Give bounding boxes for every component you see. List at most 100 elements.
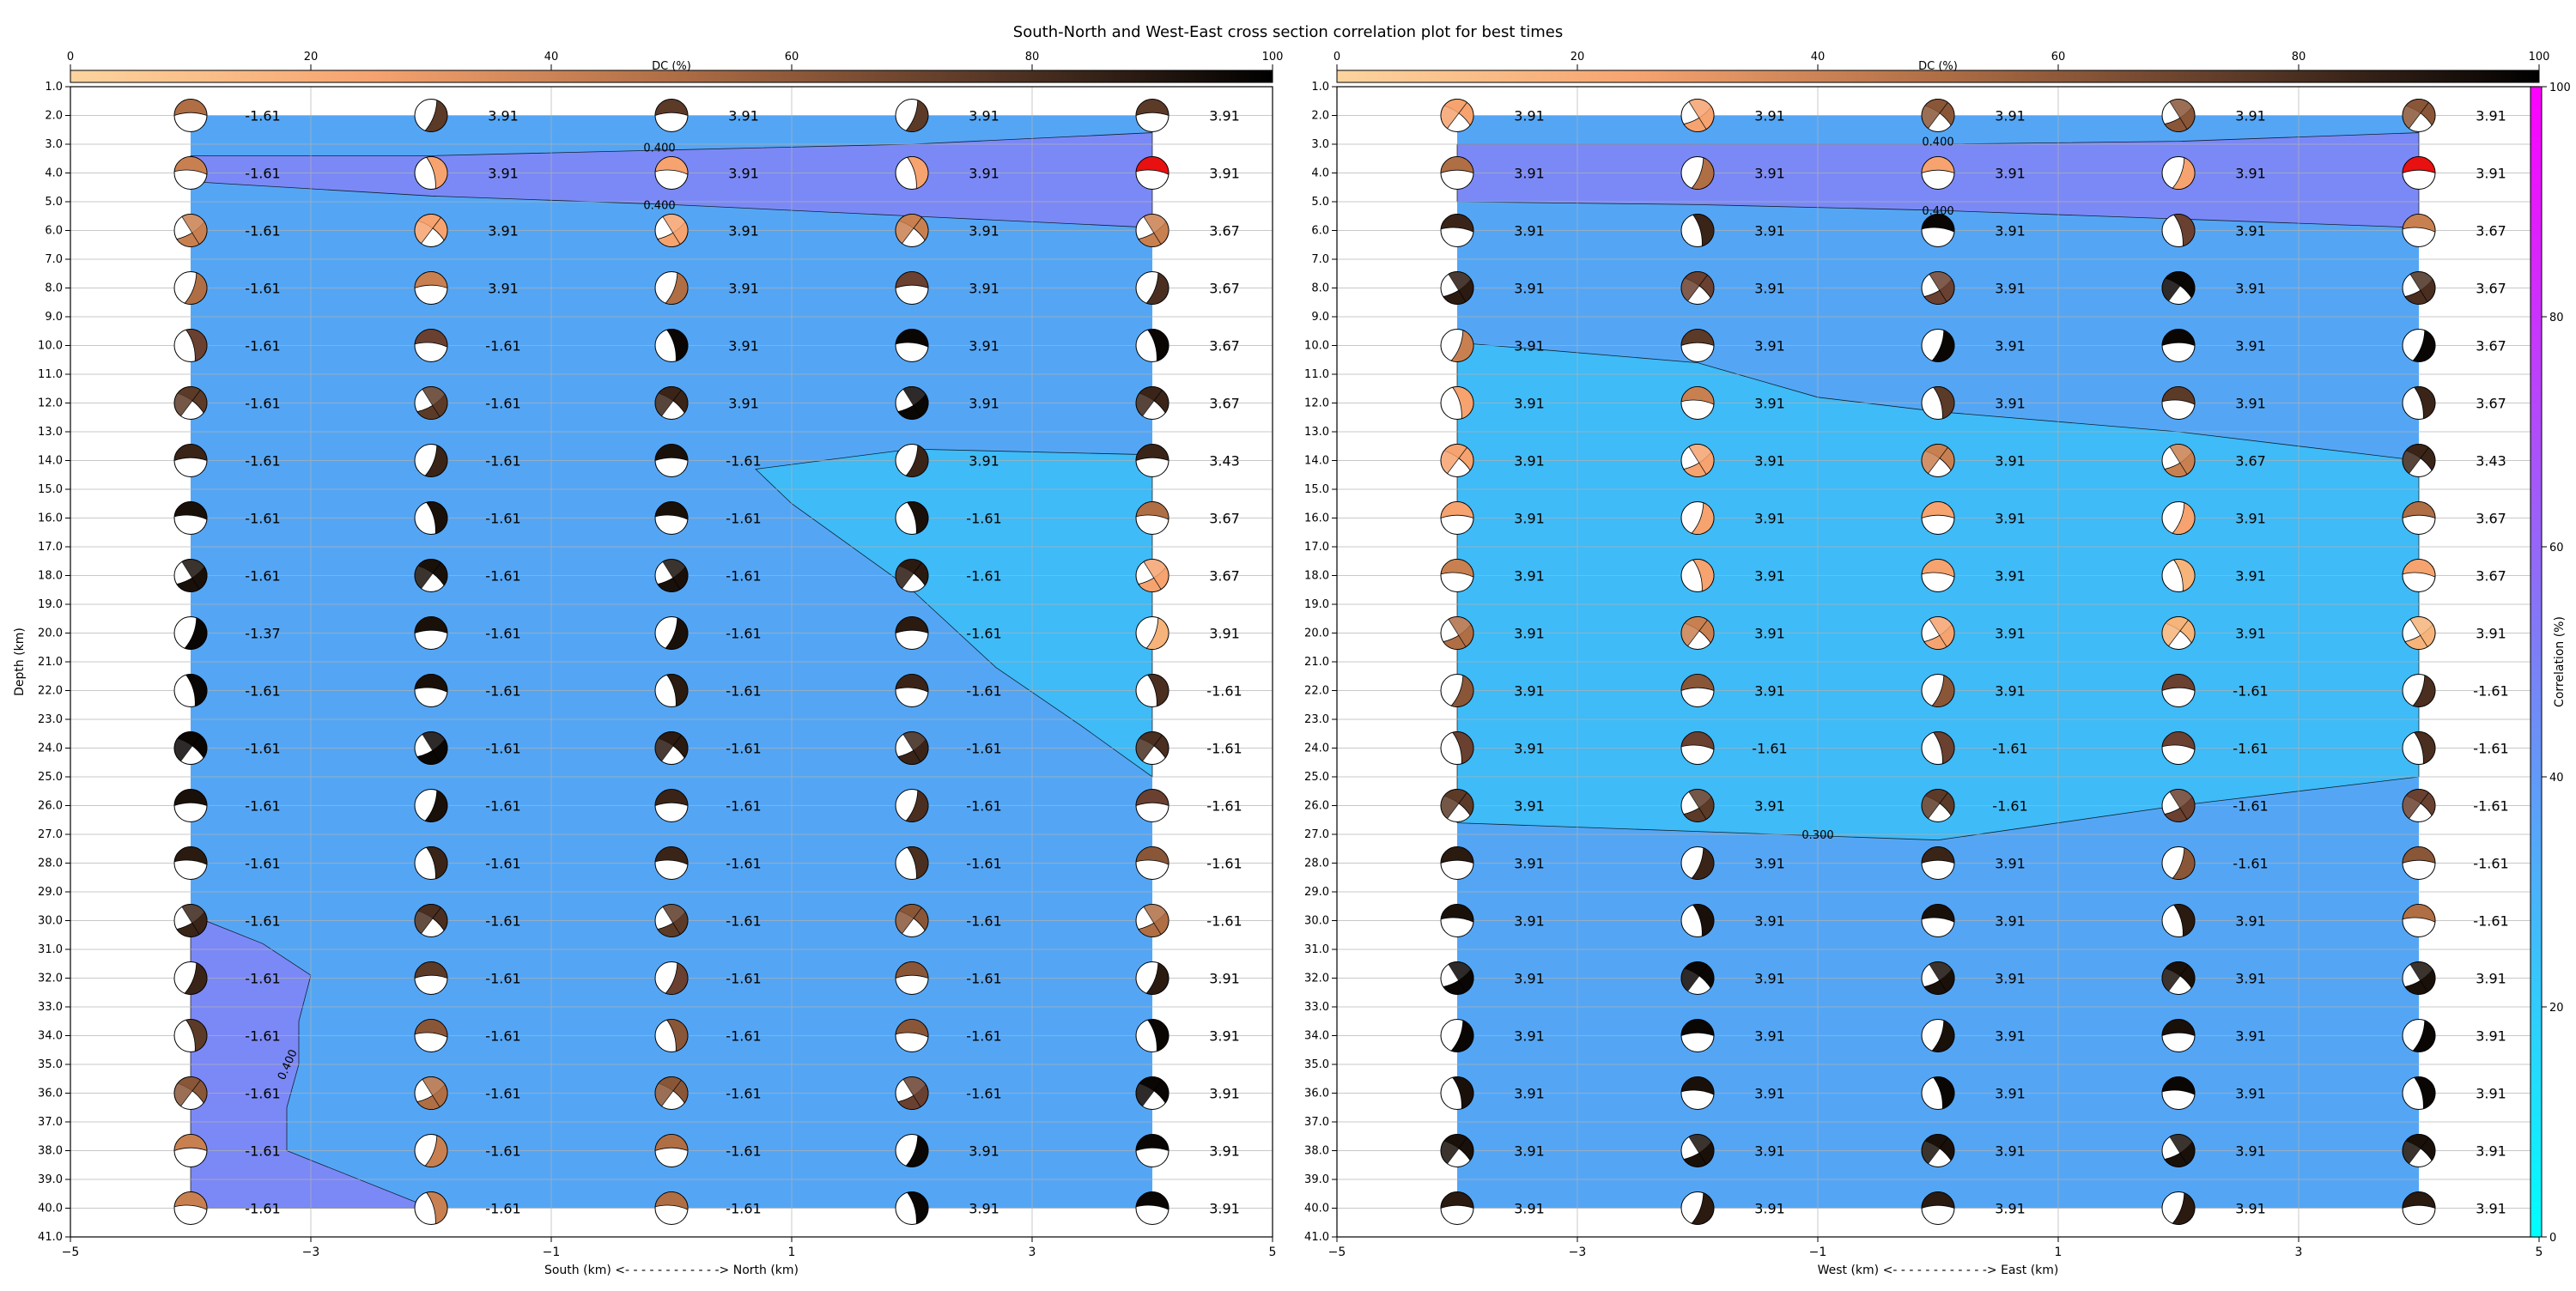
beachball	[2161, 1019, 2196, 1052]
beachball	[173, 1076, 208, 1110]
beachball-compression	[1135, 444, 1170, 462]
beachball	[895, 156, 929, 190]
beachball	[2161, 731, 2196, 765]
y-tick-label: 39.0	[38, 1173, 63, 1186]
beachball	[1921, 1076, 1955, 1110]
beachball	[2161, 156, 2196, 190]
beachball-compression	[1440, 1134, 1467, 1165]
beachball	[1440, 214, 1474, 247]
grid-value-label: 3.91	[1514, 281, 1545, 297]
grid-value-label: 3.91	[2235, 626, 2266, 642]
beachball	[414, 846, 448, 880]
beachball-compression	[1933, 1076, 1955, 1110]
dc-tick-label: 100	[2529, 51, 2550, 64]
beachball	[895, 1191, 929, 1225]
grid-value-label: 3.91	[1995, 1086, 2026, 1102]
beachball	[1440, 271, 1474, 305]
beachball	[1440, 329, 1474, 362]
beachball-compression	[1688, 444, 1715, 476]
beachball	[654, 789, 689, 822]
beachball	[1921, 1134, 1955, 1167]
grid-value-label: -1.61	[245, 568, 280, 585]
grid-value-label: 3.91	[1514, 856, 1545, 872]
beachball-compression	[2409, 961, 2436, 993]
y-tick-label: 24.0	[38, 742, 63, 755]
beachball-compression	[1452, 386, 1474, 420]
beachball-compression	[173, 1076, 201, 1107]
grid-value-label: -1.61	[485, 798, 520, 815]
beachball	[1921, 616, 1955, 650]
beachball	[1680, 846, 1715, 880]
beachball	[2161, 271, 2196, 305]
beachball	[414, 386, 448, 420]
grid-value-label: 3.91	[1209, 1143, 1240, 1160]
y-tick-label: 22.0	[1304, 685, 1329, 698]
beachball-compression	[1691, 1192, 1715, 1225]
y-tick-label: 12.0	[38, 397, 63, 410]
beachball-compression	[181, 904, 208, 936]
beachball	[1680, 329, 1715, 362]
beachball	[2161, 444, 2196, 477]
y-tick-label: 17.0	[1304, 541, 1329, 554]
beachball	[1440, 386, 1474, 420]
beachball-compression	[424, 445, 448, 477]
x-tick-label: 1	[2055, 1246, 2063, 1259]
beachball-compression	[1692, 904, 1715, 937]
grid-value-label: -1.61	[726, 683, 761, 700]
grid-value-label: 3.91	[728, 338, 759, 355]
grid-value-label: -1.61	[485, 1028, 520, 1045]
beachball	[1440, 1076, 1474, 1110]
y-tick-label: 34.0	[1304, 1030, 1329, 1043]
grid-value-label: -1.61	[726, 971, 761, 987]
grid-value-label: 3.91	[969, 1201, 999, 1217]
beachball-compression	[173, 156, 208, 175]
grid-value-label: 3.91	[1514, 453, 1545, 470]
grid-value-label: -1.61	[1992, 741, 2027, 757]
grid-value-label: -1.61	[485, 971, 520, 987]
dc-tick-label: 100	[1262, 51, 1284, 64]
beachball	[2402, 961, 2436, 995]
beachball-compression	[1452, 731, 1474, 765]
grid-value-label: -1.61	[245, 166, 280, 182]
beachball	[1680, 731, 1715, 765]
grid-value-label: -1.61	[485, 396, 520, 412]
beachball	[1440, 961, 1474, 995]
beachball	[1135, 559, 1170, 592]
beachball	[1440, 731, 1474, 765]
beachball	[1440, 156, 1474, 190]
beachball	[414, 789, 448, 822]
grid-value-label: -1.61	[726, 913, 761, 930]
beachball	[1680, 214, 1715, 247]
grid-value-label: 3.91	[1995, 626, 2026, 642]
grid-value-label: -1.61	[1752, 741, 1787, 757]
beachball-compression	[1680, 961, 1708, 992]
beachball	[895, 731, 929, 765]
y-tick-label: 11.0	[38, 368, 63, 381]
beachball	[2402, 444, 2436, 477]
contour-label: 0.400	[1922, 205, 1953, 218]
corr-tick-label: 60	[2549, 542, 2564, 555]
beachball	[173, 501, 208, 535]
dc-tick-label: 20	[1571, 51, 1585, 64]
beachball	[2402, 271, 2436, 305]
grid-value-label: 3.91	[1514, 1143, 1545, 1160]
beachball	[414, 674, 448, 707]
y-tick-label: 8.0	[1311, 282, 1329, 295]
beachball-compression	[1921, 846, 1955, 864]
y-tick-label: 32.0	[38, 973, 63, 985]
beachball-compression	[1688, 1134, 1715, 1166]
beachball	[654, 386, 689, 420]
grid-value-label: -1.61	[245, 683, 280, 700]
grid-value-label: -1.61	[966, 856, 1001, 872]
grid-value-label: 3.91	[1514, 568, 1545, 585]
beachball	[2161, 1191, 2196, 1225]
y-tick-label: 41.0	[1304, 1231, 1329, 1244]
corr-tick-label: 80	[2549, 312, 2564, 324]
y-tick-label: 26.0	[38, 800, 63, 813]
y-tick-label: 25.0	[38, 771, 63, 784]
y-tick-label: 3.0	[45, 138, 63, 151]
correlation-colorbar-bar	[2530, 86, 2543, 1238]
beachball	[2161, 501, 2196, 535]
grid-value-label: 3.67	[2476, 223, 2506, 239]
beachball	[2161, 386, 2196, 420]
